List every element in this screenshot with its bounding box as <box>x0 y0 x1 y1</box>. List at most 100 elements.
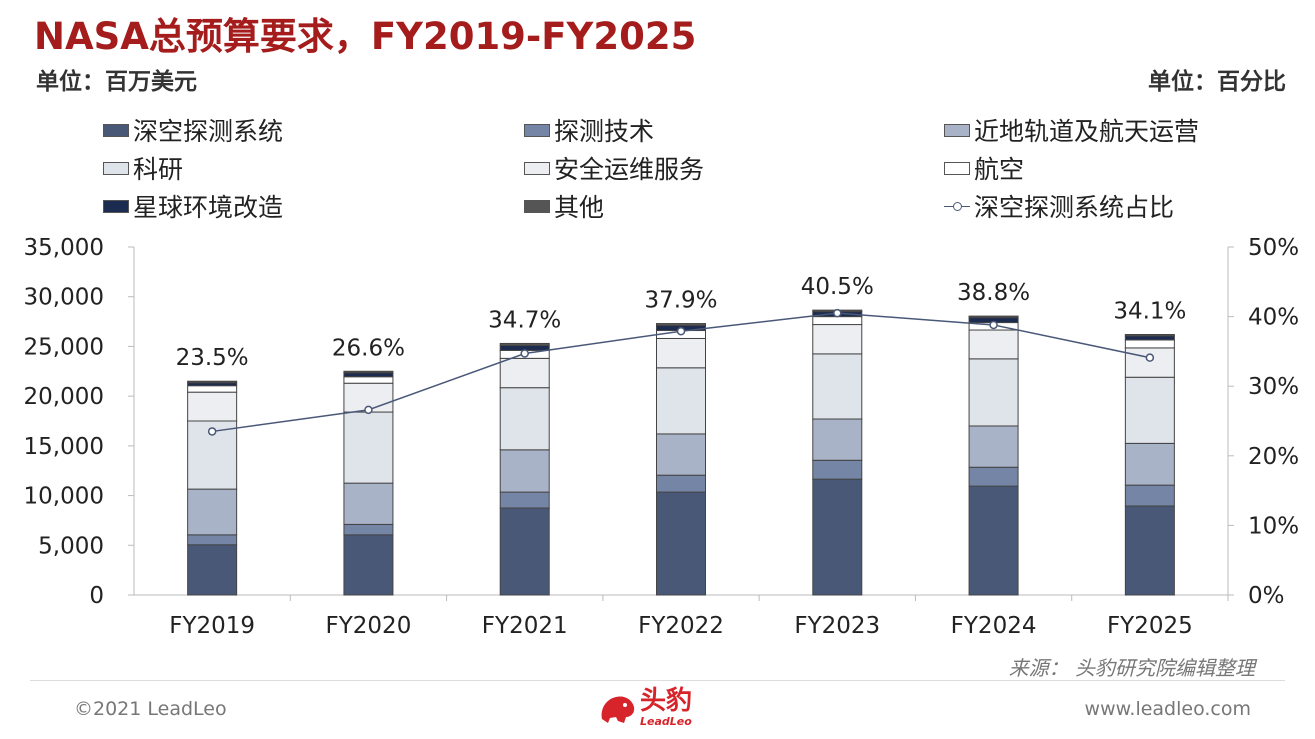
y-left-tick-label: 30,000 <box>24 285 104 311</box>
y-left-tick-label: 25,000 <box>24 334 104 360</box>
bar-segment <box>187 544 238 596</box>
share-point <box>207 427 217 436</box>
bar-segment <box>1124 376 1175 444</box>
legend-label: 近地轨道及航天运营 <box>974 117 1200 146</box>
bar-segment <box>343 372 394 378</box>
legend-label: 其他 <box>554 193 605 222</box>
website: www.leadleo.com <box>1084 698 1251 720</box>
legend-swatch <box>103 123 129 137</box>
bar-segment <box>499 387 550 451</box>
legend-swatch <box>524 123 550 137</box>
source-note: 来源： 头豹研究院编辑整理 <box>1008 656 1255 680</box>
bar-segment <box>1124 335 1175 341</box>
legend-label: 探测技术 <box>554 117 655 146</box>
bar-segment <box>499 491 550 509</box>
legend-label: 星球环境改造 <box>133 193 284 222</box>
bar-segment <box>968 466 1019 487</box>
bar-segment <box>499 342 550 346</box>
bar-segment <box>968 358 1019 427</box>
legend-item-other: 其他 <box>524 188 604 224</box>
share-point <box>676 326 686 336</box>
bar-segment <box>656 323 706 327</box>
chart-title: NASA总预算要求，FY2019-FY2025 <box>34 15 697 58</box>
bar-segment <box>968 485 1019 596</box>
legend-swatch <box>103 199 129 213</box>
bar-segment <box>499 357 550 389</box>
share-data-label: 26.6% <box>332 335 405 361</box>
bar-segment <box>187 534 238 546</box>
logo-text: 头豹 <box>640 686 693 716</box>
bar-segment <box>343 534 394 596</box>
bar-segment <box>656 433 706 476</box>
legend-item-planetary: 星球环境改造 <box>103 188 283 224</box>
legend-item-share-line: 深空探测系统占比 <box>944 188 1174 224</box>
share-point <box>520 349 529 358</box>
bar-segment <box>187 488 238 536</box>
y-left-tick-label: 10,000 <box>24 484 104 510</box>
legend-label: 科研 <box>133 155 184 184</box>
x-tick-label: FY2025 <box>1107 613 1193 639</box>
bar-segment <box>656 337 706 369</box>
bar-segment <box>343 482 394 525</box>
bar-segment <box>812 353 863 420</box>
bar-segment <box>1124 484 1175 507</box>
bar-segment <box>656 491 706 596</box>
bar-segment <box>812 316 863 326</box>
legend-label: 航空 <box>974 155 1025 184</box>
bar-segment <box>812 418 863 461</box>
legend-swatch <box>524 161 550 175</box>
y-right-tick-label: 50% <box>1248 235 1299 261</box>
share-data-label: 40.5% <box>801 274 874 300</box>
legend-item-science: 科研 <box>103 150 183 186</box>
y-left-tick-label: 0 <box>89 583 104 609</box>
legend-item-safety-services: 安全运维服务 <box>524 150 704 186</box>
share-point <box>1145 353 1155 362</box>
x-tick-label: FY2022 <box>638 613 724 639</box>
legend-swatch <box>524 199 550 213</box>
share-data-label: 34.1% <box>1113 298 1186 324</box>
legend-swatch <box>103 161 129 175</box>
legend-item-deep-space: 深空探测系统 <box>103 112 283 148</box>
bar-segment <box>968 329 1019 360</box>
bar-segment <box>1124 339 1175 349</box>
bar-segment <box>656 367 706 435</box>
bar-segment <box>812 478 863 596</box>
x-tick-label: FY2023 <box>794 613 880 639</box>
bar-segment <box>1124 442 1175 486</box>
bar-segment <box>812 459 863 480</box>
left-unit-label: 单位：百万美元 <box>36 69 197 95</box>
legend-item-exploration-tech: 探测技术 <box>524 112 654 148</box>
bar-segment <box>187 385 238 393</box>
bar-segment <box>343 370 394 374</box>
share-data-label: 37.9% <box>644 288 717 314</box>
x-tick-label: FY2019 <box>169 613 255 639</box>
y-left-tick-label: 15,000 <box>24 434 104 460</box>
x-tick-label: FY2024 <box>951 613 1037 639</box>
bar-segment <box>499 449 550 493</box>
bar-segment <box>343 411 394 484</box>
y-left-tick-label: 35,000 <box>24 235 104 261</box>
footer-divider <box>30 680 1285 681</box>
share-data-label: 23.5% <box>176 345 249 371</box>
bar-segment <box>343 523 394 536</box>
bar-segment <box>499 507 550 596</box>
legend-item-leo-operations: 近地轨道及航天运营 <box>944 112 1199 148</box>
share-point <box>989 320 998 330</box>
legend-label: 安全运维服务 <box>554 155 705 184</box>
legend-swatch <box>944 161 970 175</box>
right-unit-label: 单位：百分比 <box>1148 69 1286 95</box>
legend-line-swatch <box>944 200 970 213</box>
legend-label: 深空探测系统 <box>133 117 284 146</box>
bar-segment <box>812 324 863 355</box>
x-tick-label: FY2020 <box>326 613 412 639</box>
legend-label: 深空探测系统占比 <box>974 193 1175 222</box>
bar-segment <box>1124 505 1175 596</box>
leopard-icon <box>601 696 635 723</box>
y-left-tick-label: 20,000 <box>24 384 104 410</box>
leadleo-logo: 头豹 LeadLeo <box>598 688 692 728</box>
share-point <box>833 308 842 318</box>
share-data-label: 34.7% <box>488 307 561 333</box>
y-right-tick-label: 0% <box>1248 583 1285 609</box>
bar-segment <box>1124 333 1175 337</box>
